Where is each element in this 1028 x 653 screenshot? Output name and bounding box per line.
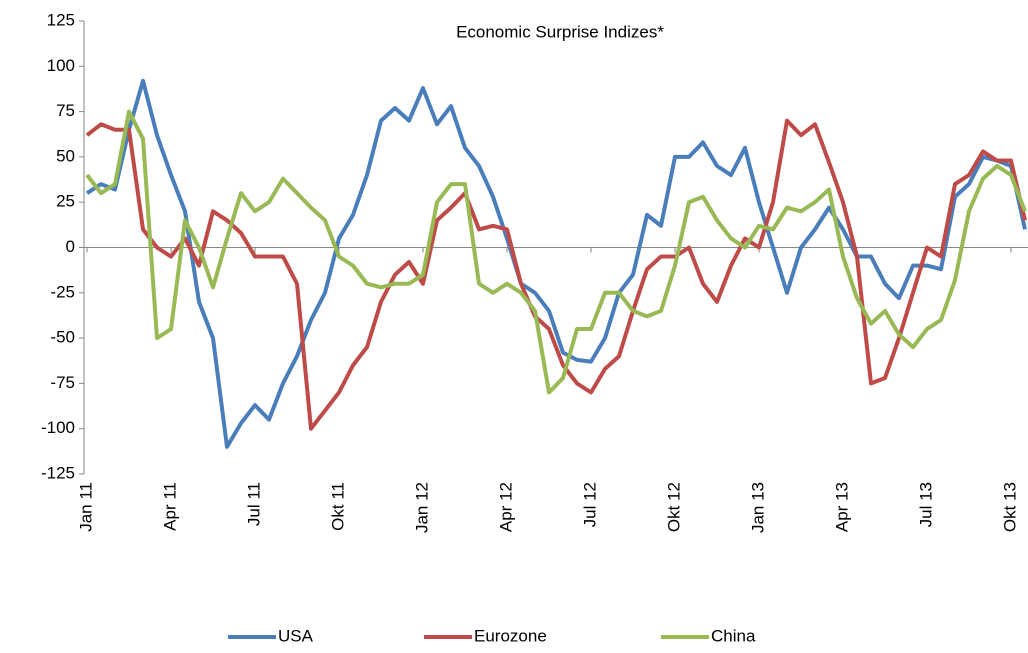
line-series xyxy=(85,118,1027,431)
x-tick-label: Jul 13 xyxy=(916,482,935,527)
x-tick-label: Jan 12 xyxy=(412,482,431,533)
y-tick-label: 50 xyxy=(56,146,75,165)
y-tick-label: -75 xyxy=(50,373,75,392)
line-series xyxy=(85,109,1027,395)
legend-label: Eurozone xyxy=(474,626,547,645)
x-tick-label: Apr 12 xyxy=(496,482,515,532)
legend-label: China xyxy=(711,626,756,645)
y-tick-label: 100 xyxy=(47,56,75,75)
x-tick-label: Jul 11 xyxy=(244,482,263,526)
y-tick-label: -50 xyxy=(50,328,75,347)
x-tick-label: Okt 12 xyxy=(664,482,683,532)
legend-label: USA xyxy=(278,626,314,645)
x-tick-label: Apr 13 xyxy=(832,482,851,532)
y-tick-label: -100 xyxy=(41,418,75,437)
x-tick-label: Jan 13 xyxy=(748,482,767,533)
y-tick-label: 0 xyxy=(66,237,75,256)
y-tick-label: 125 xyxy=(47,10,75,29)
y-tick-label: -25 xyxy=(50,282,75,301)
line-series xyxy=(85,78,1027,449)
x-tick-label: Jul 12 xyxy=(580,482,599,527)
y-tick-label: 25 xyxy=(56,192,75,211)
x-tick-label: Okt 11 xyxy=(328,482,347,531)
y-tick-label: -125 xyxy=(41,463,75,482)
x-tick-label: Okt 13 xyxy=(1000,482,1019,532)
x-tick-label: Jan 11 xyxy=(76,482,95,532)
chart-title: Economic Surprise Indizes* xyxy=(456,22,664,41)
y-tick-label: 75 xyxy=(56,101,75,120)
x-tick-label: Apr 11 xyxy=(160,482,179,531)
